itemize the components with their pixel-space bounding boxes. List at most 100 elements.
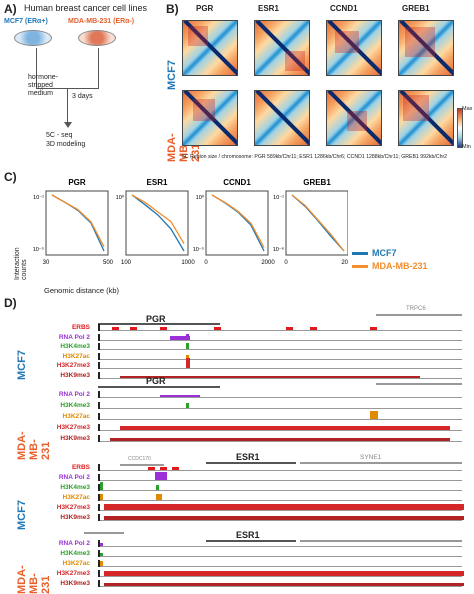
legend-item-mda: MDA-MB-231 xyxy=(352,261,428,271)
track-peak xyxy=(100,553,103,556)
track-baseline xyxy=(98,349,462,350)
decay-plot-title: CCND1 xyxy=(223,178,251,187)
track-label: H3K4me3 xyxy=(60,484,90,491)
track-label: H3K27ac xyxy=(62,560,90,567)
decay-series-line xyxy=(51,194,105,252)
track-scale-tick xyxy=(98,413,100,420)
track-peak xyxy=(214,327,221,330)
track-baseline xyxy=(98,500,462,501)
legend-swatch-mda xyxy=(352,264,368,268)
esr1-mcf7-row-label: MCF7 xyxy=(16,500,28,530)
track-scale-tick xyxy=(98,352,100,360)
track-peak xyxy=(100,482,103,490)
pgr-gene-bar xyxy=(98,323,220,325)
track-label: ERBS xyxy=(71,324,90,331)
track-baseline xyxy=(98,441,462,442)
track-baseline xyxy=(98,490,462,491)
scale-max-label: Max xyxy=(462,106,473,112)
track-peak xyxy=(120,375,420,378)
track-label: H3K9me3 xyxy=(60,514,90,521)
legend-swatch-mcf7 xyxy=(352,251,368,255)
hic-map-ccnd1-mcf7 xyxy=(326,20,382,76)
decay-ytick-label: 10⁻⁵ xyxy=(193,246,204,253)
decay-xtick-label: 500 xyxy=(103,260,114,266)
region-info: 5C Region size / chromosome: PGR 589kb/C… xyxy=(182,154,448,160)
track-peak xyxy=(370,327,377,330)
track-peak xyxy=(172,467,179,470)
scale-min-label: Min xyxy=(462,144,471,150)
track-label: H3K9me3 xyxy=(60,371,90,379)
track-peak xyxy=(104,504,464,510)
track-label: H3K27me3 xyxy=(56,570,90,577)
esr1-gene-label: ESR1 xyxy=(236,452,260,462)
track-label: H3K27ac xyxy=(62,352,90,360)
decay-plot-frame xyxy=(125,190,189,256)
track-baseline xyxy=(98,556,462,557)
track-scale-tick xyxy=(98,464,100,471)
flow-line-left xyxy=(36,48,37,88)
track-baseline xyxy=(98,520,462,521)
track-peak xyxy=(100,543,103,546)
decay-plot-title: GREB1 xyxy=(303,178,331,187)
track-peak xyxy=(155,472,167,480)
ccdc170-gene-bar xyxy=(120,464,164,466)
decay-series-line xyxy=(211,194,265,248)
hic-map-esr1-mda xyxy=(254,90,310,146)
track-peak xyxy=(186,358,190,368)
track-baseline xyxy=(98,358,462,360)
track-scale-tick xyxy=(98,343,100,350)
track-peak xyxy=(120,426,450,430)
syne1-gene-label: SYNE1 xyxy=(360,454,382,461)
track-peak xyxy=(186,343,189,349)
track-baseline xyxy=(98,586,462,587)
hic-gene-greb1: GREB1 xyxy=(402,4,430,13)
track-scale-tick xyxy=(98,371,100,379)
track-scale-tick xyxy=(98,550,100,557)
mda-dish-icon xyxy=(78,30,116,46)
track-label: H3K9me3 xyxy=(60,580,90,587)
panel-c-ylabel: Interaction counts xyxy=(14,247,28,280)
track-scale-tick xyxy=(98,504,100,511)
track-peak xyxy=(160,467,167,470)
hic-map-pgr-mcf7 xyxy=(182,20,238,76)
track-label: RNA Pol 2 xyxy=(58,391,90,398)
panel-c-xlabel: Genomic distance (kb) xyxy=(44,286,120,295)
hic-map-greb1-mda xyxy=(398,90,454,146)
legend-item-mcf7: MCF7 xyxy=(352,248,428,258)
track-label: ERBS xyxy=(71,464,90,471)
track-label: H3K4me3 xyxy=(60,550,90,557)
track-baseline xyxy=(98,368,462,369)
track-baseline xyxy=(98,397,462,398)
track-scale-tick xyxy=(98,402,100,409)
track-peak xyxy=(310,327,317,330)
esr1-gene-label-2: ESR1 xyxy=(236,530,260,540)
track-label: H3K4me3 xyxy=(60,402,90,409)
flow-arrow-down xyxy=(67,88,68,124)
decay-plot-frame xyxy=(45,190,109,256)
track-baseline xyxy=(98,330,462,331)
decay-xtick-label: 30 xyxy=(43,260,50,266)
step-5c: 5C - seq 3D modeling xyxy=(46,132,86,148)
track-peak xyxy=(156,485,159,490)
track-scale-tick xyxy=(98,570,100,577)
track-baseline xyxy=(98,480,462,481)
trpc6-gene-bar xyxy=(376,314,462,316)
legend-label-mda: MDA-MB-231 xyxy=(372,261,428,271)
trpc6-gene-label: TRPC6 xyxy=(406,306,426,312)
track-label: H3K27me3 xyxy=(56,362,90,369)
pgr-mcf7-row-label: MCF7 xyxy=(16,350,28,380)
track-baseline xyxy=(98,546,462,547)
hic-gene-pgr: PGR xyxy=(196,4,214,13)
track-baseline xyxy=(98,377,462,379)
track-scale-tick xyxy=(98,474,100,481)
track-peak xyxy=(186,333,189,340)
decay-plots: PGR 30 500 10⁻¹ 10⁻⁵ ESR1 100 1000 10⁰ CCND1 0 2000… xyxy=(33,178,348,266)
decay-xtick-label: 1000 xyxy=(181,260,195,266)
track-label: H3K4me3 xyxy=(60,343,90,350)
track-peak xyxy=(160,327,167,330)
track-scale-tick xyxy=(98,391,100,398)
decay-plot-frame xyxy=(285,190,348,256)
track-scale-tick xyxy=(98,362,100,369)
decay-series-line xyxy=(131,194,185,245)
decay-xtick-label: 100 xyxy=(121,260,132,266)
